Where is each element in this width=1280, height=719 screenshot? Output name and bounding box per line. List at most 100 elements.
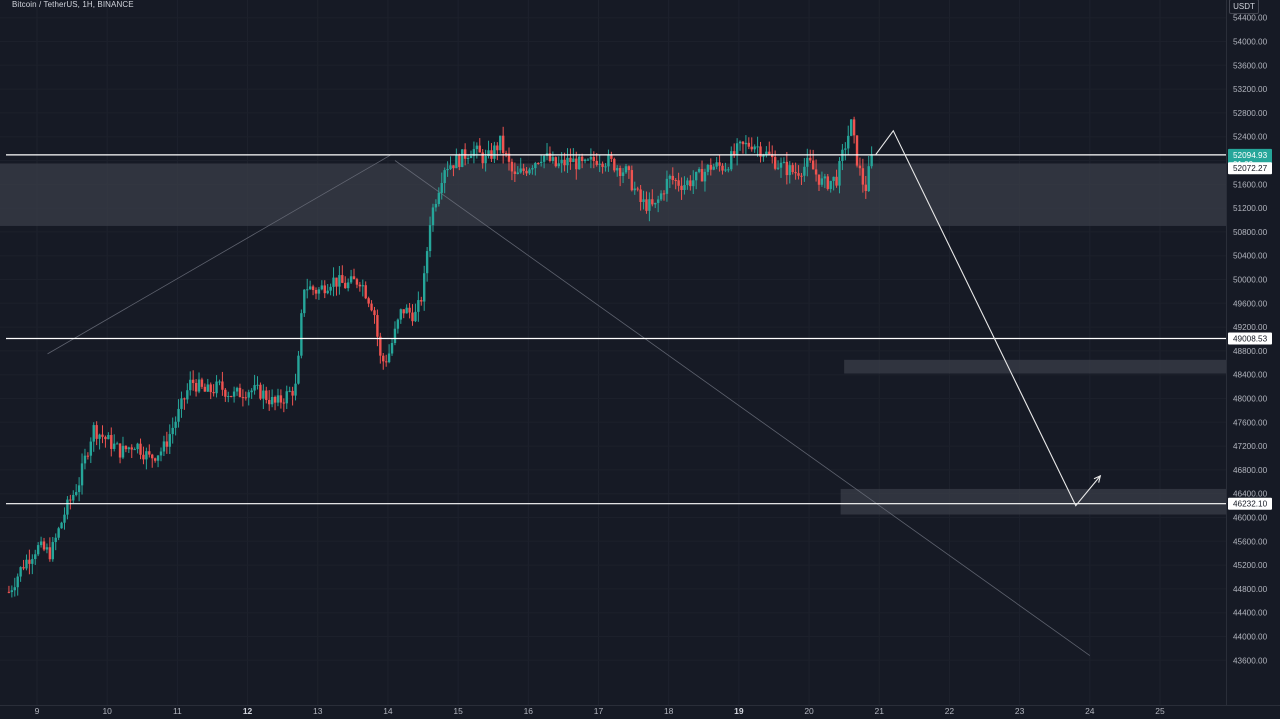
candle-up [577,156,581,170]
candle-up [83,455,87,464]
candle-up [686,180,689,186]
candle-up [469,155,473,158]
candle-up [276,395,280,403]
candle-down [811,160,815,170]
candle-down [42,541,46,550]
candle-down [759,146,762,157]
candle-down [291,390,294,396]
level-badge-bg [1228,497,1272,510]
candle-down [674,180,677,182]
candle-up [197,379,201,392]
candle-up [113,443,116,449]
price-tick-label: 47600.00 [1233,418,1268,427]
candle-up [300,313,303,356]
candle-up [539,161,543,164]
candle-down [200,379,204,387]
candle-up [624,166,628,173]
current-price-label: 52094.93 [1233,151,1268,160]
candle-up [189,379,192,391]
candle-down [367,298,370,304]
candle-up [551,157,555,161]
candle-up [621,172,625,176]
candle-down [618,168,622,176]
candle-up [399,309,403,320]
candle-down [130,447,133,450]
candle-down [314,289,318,294]
candle-up [288,390,291,392]
candle-down [48,547,52,560]
candle-up [31,559,34,564]
candle-up [297,355,300,384]
zone-rect [0,163,1226,226]
price-tick-label: 53200.00 [1233,85,1268,94]
price-tick-label: 45600.00 [1233,537,1268,546]
candle-down [797,173,800,176]
candle-up [326,290,329,294]
candle-down [677,180,680,186]
candle-up [516,172,519,174]
candle-down [229,396,233,398]
symbol-label[interactable]: Bitcoin / TetherUS, 1H, BINANCE [12,0,134,9]
candle-up [174,421,177,428]
price-badge-bg [1228,162,1272,175]
candle-down [382,355,385,362]
candle-up [499,135,502,151]
candle-up [180,398,183,409]
candle-up [694,171,698,181]
price-tick-label: 44800.00 [1233,585,1268,594]
level-badge-label: 46232.10 [1233,500,1268,509]
candle-up [586,159,590,161]
candle-down [104,436,107,440]
candle-up [177,408,180,422]
candle-up [54,537,57,543]
candle-up [215,381,218,394]
candle-down [510,161,514,172]
candle-down [636,188,639,190]
candle-down [238,387,242,398]
candle-down [580,156,584,162]
candle-down [151,454,154,459]
candle-up [235,387,239,392]
candle-down [700,169,704,182]
candle-up [560,159,563,164]
candle-down [402,309,405,314]
candle-down [95,425,98,439]
candle-up [98,434,101,439]
candle-down [124,445,128,450]
candle-down [741,141,745,145]
candle-down [311,286,315,290]
candle-up [423,273,426,302]
candle-down [110,435,113,449]
candle-down [785,161,789,176]
candle-up [730,151,733,170]
candle-down [817,174,821,185]
candle-up [16,576,19,588]
candle-up [414,311,417,322]
candle-up [60,522,63,529]
price-tick-label: 44400.00 [1233,609,1268,618]
candle-up [329,286,332,291]
time-tick-label: 12 [243,706,253,716]
time-tick-label: 15 [453,706,463,716]
time-tick-label: 9 [35,706,40,716]
candle-up [346,282,350,289]
candle-down [259,384,262,399]
candle-down [630,170,634,191]
candle-down [323,285,326,294]
candle-down [420,300,423,302]
candle-up [34,554,37,560]
candle-up [232,391,236,397]
candle-up [332,277,335,287]
currency-button[interactable]: USDT [1229,0,1259,14]
candle-down [379,336,382,356]
time-axis[interactable]: 9 10 11 12 13 14 15 16 17 18 19 20 21 22 23 24 25 [35,706,1165,716]
time-tick-label: 16 [524,706,534,716]
candle-down [522,168,525,171]
trendlines [47,154,1091,656]
candle-down [750,146,753,150]
candle-down [826,176,829,189]
candle-up [779,162,783,168]
candle-up [145,451,148,460]
